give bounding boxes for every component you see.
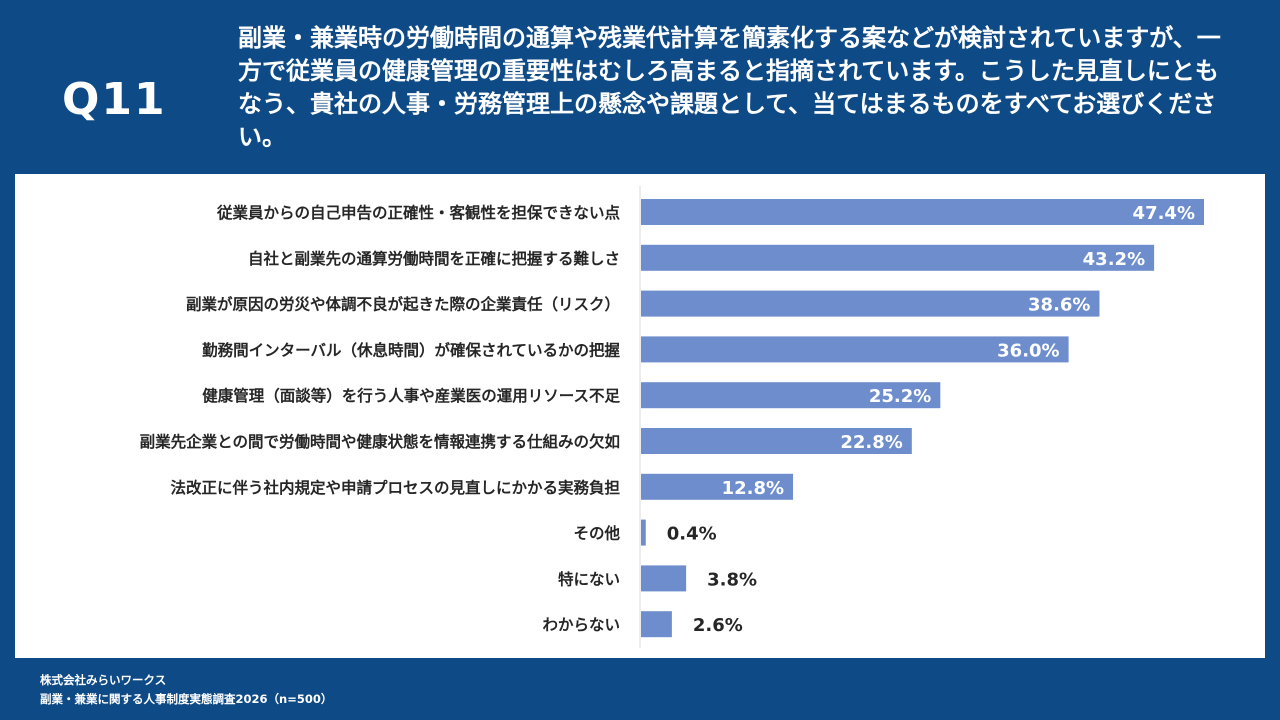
data-label: 22.8%	[840, 432, 902, 453]
category-label: 健康管理（面談等）を行う人事や産業医の運用リソース不足	[202, 386, 620, 405]
bar	[641, 519, 646, 546]
data-label: 36.0%	[997, 340, 1059, 361]
survey-source: 副業・兼業に関する人事制度実態調査2026（n=500）	[40, 692, 333, 706]
bar	[641, 611, 672, 638]
bar	[641, 199, 1204, 225]
footer: 株式会社みらいワークス 副業・兼業に関する人事制度実態調査2026（n=500）	[40, 671, 332, 709]
question-number: Q11	[62, 74, 167, 125]
data-label: 25.2%	[869, 386, 931, 407]
bar	[641, 428, 912, 454]
category-label: 法改正に伴う社内規定や申請プロセスの見直しにかかる実務負担	[170, 478, 620, 497]
category-label: 自社と副業先の通算労働時間を正確に把握する難しさ	[248, 249, 620, 268]
bar	[641, 244, 1155, 271]
bar	[641, 290, 1100, 317]
category-label: 勤務間インターバル（休息時間）が確保されているかの把握	[202, 340, 620, 359]
data-label: 47.4%	[1133, 203, 1195, 224]
question-text: 副業・兼業時の労働時間の通算や残業代計算を簡素化する案などが検討されていますが、…	[238, 24, 1221, 151]
data-label: 2.6%	[693, 615, 743, 636]
bar-chart: 従業員からの自己申告の正確性・客観性を担保できない点 47.4% 自社と副業先の通算…	[140, 186, 1204, 648]
category-label: わからない	[542, 616, 620, 634]
data-label: 12.8%	[722, 478, 784, 499]
category-label: 副業先企業との間で労働時間や健康状態を情報連携する仕組みの欠如	[140, 432, 620, 451]
bar	[641, 473, 794, 500]
category-label: その他	[573, 524, 620, 543]
company-name: 株式会社みらいワークス	[40, 673, 167, 687]
data-label: 3.8%	[707, 569, 757, 590]
category-label: 副業が原因の労災や体調不良が起きた際の企業責任（リスク）	[186, 295, 620, 314]
bar	[641, 336, 1069, 363]
data-label: 38.6%	[1028, 295, 1090, 316]
category-label: 特にない	[558, 569, 620, 588]
data-label: 0.4%	[667, 524, 717, 545]
chart-panel: 従業員からの自己申告の正確性・客観性を担保できない点 47.4% 自社と副業先の通算…	[15, 174, 1265, 658]
data-label: 43.2%	[1083, 249, 1145, 270]
category-label: 従業員からの自己申告の正確性・客観性を担保できない点	[216, 203, 621, 222]
bar	[641, 565, 687, 592]
bar	[641, 382, 941, 409]
